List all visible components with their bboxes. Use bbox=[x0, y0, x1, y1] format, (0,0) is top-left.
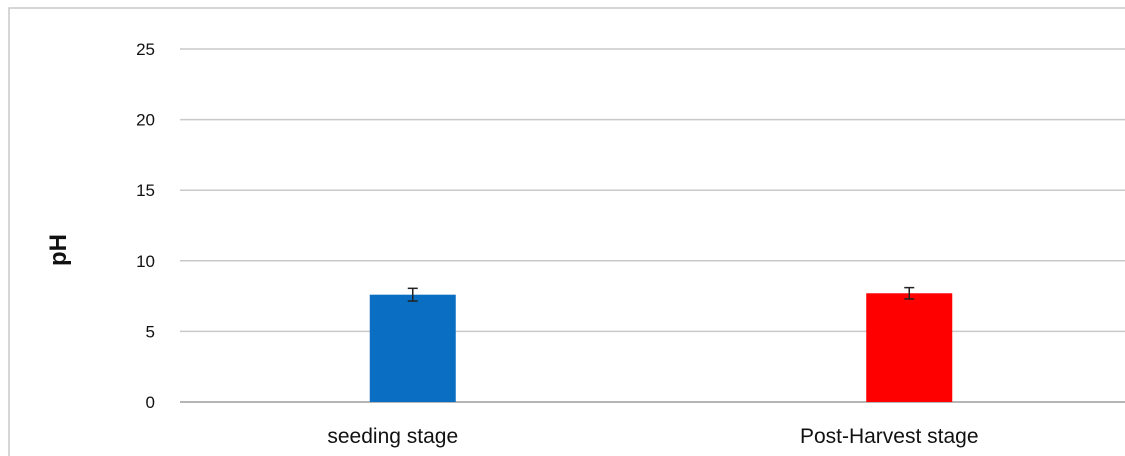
bar-0 bbox=[369, 294, 456, 402]
y-tick-labels: 0 5 10 15 20 25 bbox=[136, 40, 155, 412]
error-bars bbox=[407, 286, 915, 302]
category-labels: seeding stage Post-Harvest stage bbox=[327, 425, 978, 448]
category-label-0: seeding stage bbox=[327, 425, 458, 448]
y-tick-label-25: 25 bbox=[136, 40, 155, 59]
y-tick-label-5: 5 bbox=[146, 322, 155, 341]
gridlines bbox=[180, 48, 1125, 403]
y-tick-label-15: 15 bbox=[136, 181, 155, 200]
y-tick-label-10: 10 bbox=[136, 252, 155, 271]
chart-border bbox=[8, 7, 1125, 456]
y-tick-label-0: 0 bbox=[146, 393, 155, 412]
bar-1 bbox=[866, 293, 953, 402]
bars bbox=[369, 293, 953, 402]
y-tick-label-20: 20 bbox=[136, 111, 155, 130]
y-axis-label: pH bbox=[45, 234, 72, 266]
category-label-1: Post-Harvest stage bbox=[800, 425, 979, 448]
